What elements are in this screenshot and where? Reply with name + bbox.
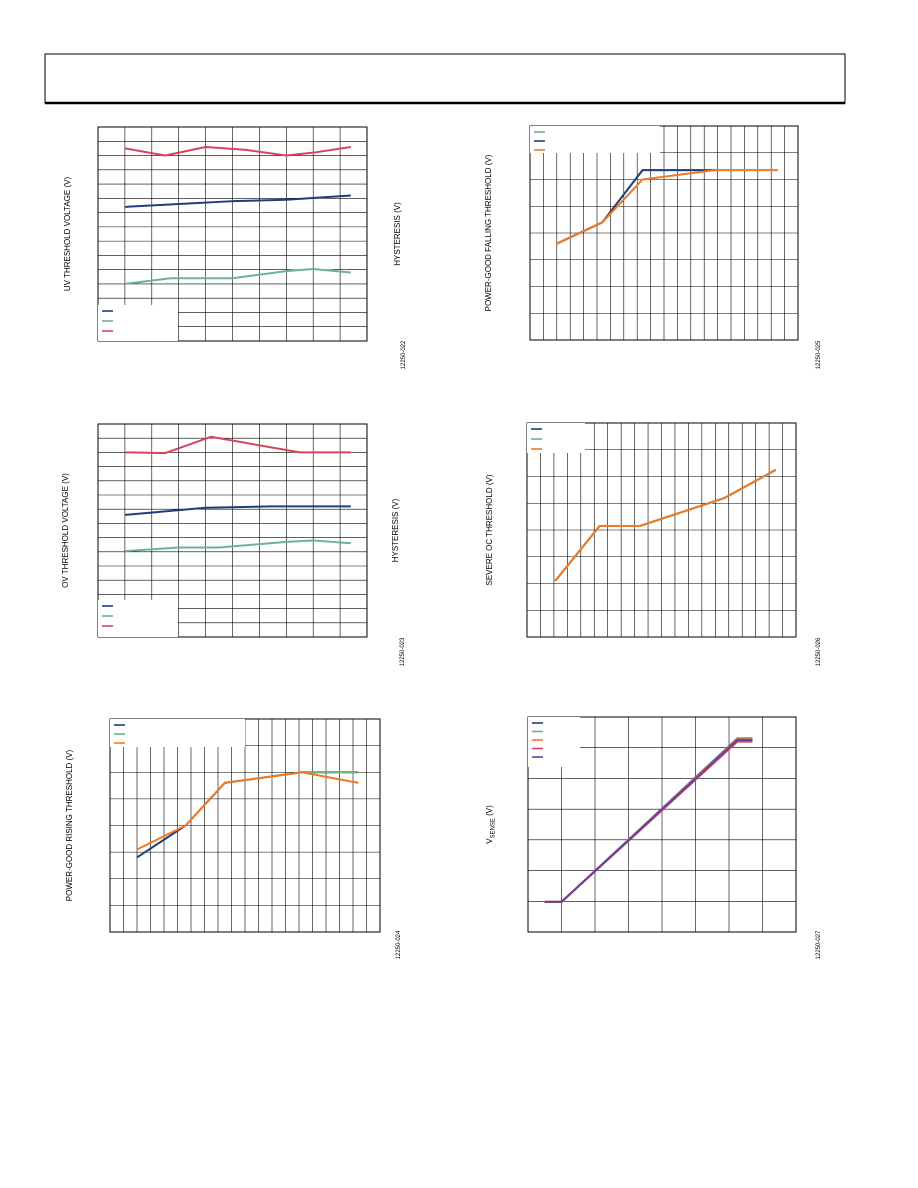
legend-box bbox=[528, 717, 580, 767]
figure-id: 12250-025 bbox=[816, 340, 822, 369]
figure-id: 12250-026 bbox=[816, 637, 822, 666]
plot-frame bbox=[97, 423, 368, 638]
series-line bbox=[124, 194, 351, 208]
series-line bbox=[124, 539, 351, 553]
plot-frame bbox=[97, 126, 368, 342]
series-line bbox=[554, 468, 777, 582]
series-line bbox=[136, 771, 359, 859]
y-axis-label: OV THRESHOLD VOLTAGE (V) bbox=[61, 473, 70, 588]
legend-box bbox=[110, 719, 245, 747]
y-axis-label: VSENSE (V) bbox=[485, 805, 497, 844]
series-line bbox=[124, 505, 351, 516]
series-line bbox=[124, 435, 351, 455]
series-line bbox=[554, 468, 777, 582]
plot-frame bbox=[527, 716, 797, 933]
series-line bbox=[556, 169, 778, 245]
y-axis-label: SEVERE OC THRESHOLD (V) bbox=[485, 474, 494, 585]
legend-box bbox=[527, 423, 585, 453]
series-line bbox=[124, 145, 352, 157]
header-box bbox=[44, 53, 846, 104]
plot-frame bbox=[529, 125, 799, 341]
series-line bbox=[124, 267, 351, 285]
figure-id: 12250-023 bbox=[400, 637, 406, 666]
y2-axis-label: HYSTERESIS (V) bbox=[391, 498, 400, 562]
y-axis-label: POWER-GOOD RISING THRESHOLD (V) bbox=[65, 749, 74, 901]
figure-id: 12250-024 bbox=[396, 930, 402, 959]
y-axis-label: POWER-GOOD FALLING THRESHOLD (V) bbox=[484, 154, 493, 311]
series-line bbox=[544, 739, 753, 903]
plot-frame bbox=[526, 422, 797, 638]
legend-box bbox=[530, 126, 660, 153]
series-line bbox=[554, 468, 777, 582]
y-axis-label-unit: (V) bbox=[485, 805, 494, 818]
y2-axis-label: HYSTERESIS (V) bbox=[393, 202, 402, 266]
series-line bbox=[136, 771, 359, 851]
y-axis-label-sub: SENSE bbox=[491, 818, 497, 838]
figure-id: 12250-027 bbox=[816, 930, 822, 959]
y-axis-label: UV THRESHOLD VOLTAGE (V) bbox=[63, 177, 72, 292]
y-axis-label-main: V bbox=[485, 838, 494, 844]
figure-id: 12250-022 bbox=[401, 340, 407, 369]
